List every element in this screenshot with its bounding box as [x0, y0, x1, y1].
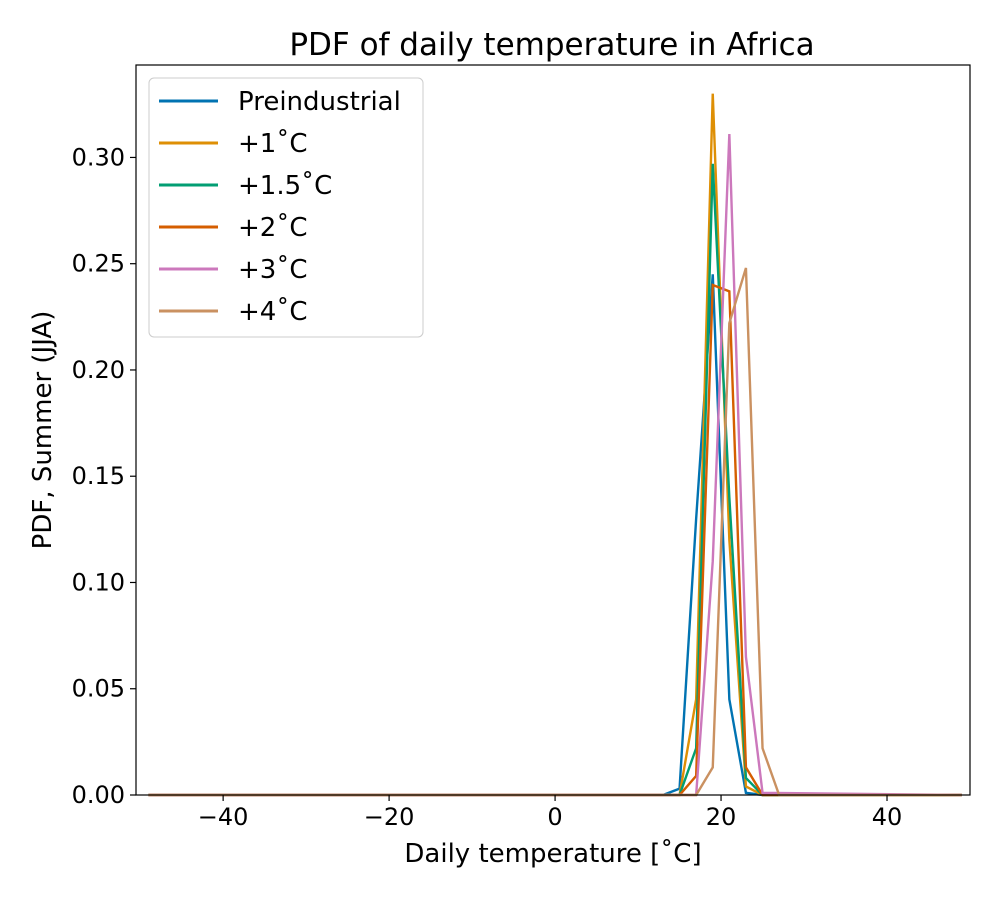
legend-label: +2˚C: [238, 213, 307, 243]
chart-title: PDF of daily temperature in Africa: [289, 27, 814, 63]
y-tick-label: 0.05: [72, 675, 125, 703]
series-line-0: [148, 274, 962, 797]
x-tick-label: −20: [364, 803, 415, 831]
x-tick-label: 0: [547, 803, 562, 831]
legend-label: +1˚C: [238, 129, 307, 159]
y-tick-label: 0.15: [72, 462, 125, 490]
y-axis-label: PDF, Summer (JJA): [28, 311, 58, 550]
y-tick-label: 0.10: [72, 568, 125, 596]
x-axis-ticks: −40 −20 0 20 40: [198, 795, 902, 831]
legend-items: Preindustrial +1˚C +1.5˚C +2˚C +3˚C +4˚C: [159, 87, 401, 327]
y-tick-label: 0.00: [72, 781, 125, 809]
x-tick-label: 20: [706, 803, 737, 831]
y-axis-ticks: 0.00 0.05 0.10 0.15 0.20 0.25 0.30: [72, 143, 136, 809]
y-tick-label: 0.25: [72, 250, 125, 278]
x-axis-label: Daily temperature [˚C]: [404, 839, 701, 869]
y-tick-label: 0.20: [72, 356, 125, 384]
plot-frame: [135, 64, 971, 796]
legend-label: +1.5˚C: [238, 171, 332, 201]
x-tick-label: −40: [198, 803, 249, 831]
x-tick-label: 40: [872, 803, 903, 831]
series-line-3: [148, 283, 962, 797]
y-tick-label: 0.30: [72, 143, 125, 171]
legend: Preindustrial +1˚C +1.5˚C +2˚C +3˚C +4˚C: [148, 77, 424, 338]
legend-label: +3˚C: [238, 255, 307, 285]
legend-label: +4˚C: [238, 297, 307, 327]
legend-label: Preindustrial: [238, 87, 401, 117]
series-line-5: [148, 267, 962, 797]
